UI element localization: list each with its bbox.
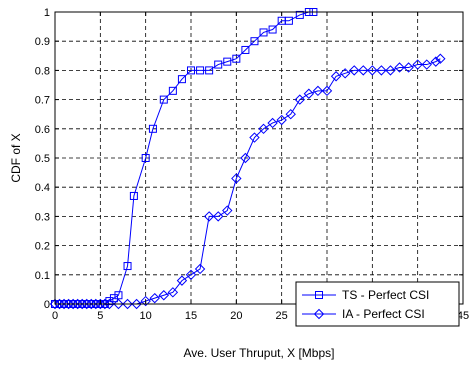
data-point — [86, 298, 97, 310]
legend-marker — [315, 291, 323, 299]
data-point — [267, 117, 278, 129]
data-point — [187, 66, 195, 75]
data-point — [284, 16, 293, 25]
data-point — [141, 154, 150, 162]
data-point — [250, 37, 259, 46]
data-point — [176, 275, 188, 286]
data-point — [149, 292, 160, 304]
data-point — [376, 65, 387, 76]
data-point — [99, 298, 111, 310]
y-tick-label: 0.4 — [35, 182, 50, 194]
data-point — [294, 94, 306, 105]
data-point — [196, 66, 205, 75]
data-point — [367, 65, 378, 76]
x-tick-label: 25 — [276, 310, 288, 322]
data-point — [159, 95, 168, 104]
data-point — [268, 25, 277, 34]
data-point — [348, 65, 360, 76]
data-point — [58, 298, 70, 310]
y-tick-label: 0.5 — [35, 153, 50, 165]
data-point — [276, 114, 287, 126]
data-point — [249, 132, 260, 143]
data-point — [285, 108, 296, 120]
y-tick-label: 0.1 — [35, 270, 50, 282]
data-point — [140, 295, 151, 307]
data-point — [95, 298, 106, 310]
legend: TS - Perfect CSI IA - Perfect CSI — [295, 281, 460, 327]
y-tick-label: 0.9 — [35, 36, 50, 48]
data-point — [421, 59, 432, 70]
data-point — [185, 269, 197, 281]
data-point — [109, 294, 118, 303]
data-point — [222, 205, 233, 216]
legend-label: TS - Perfect CSI — [342, 288, 429, 302]
data-point — [113, 298, 124, 310]
data-point — [303, 88, 315, 99]
data-point — [212, 211, 224, 222]
data-point — [63, 298, 74, 310]
data-point — [258, 123, 269, 135]
data-point — [339, 68, 351, 79]
x-tick-label: 15 — [185, 310, 197, 322]
legend-label: IA - Perfect CSI — [342, 307, 425, 321]
data-point — [104, 298, 115, 310]
data-point — [90, 298, 102, 310]
data-point — [122, 298, 133, 310]
x-tick-label: 45 — [457, 310, 469, 322]
data-point — [295, 10, 304, 19]
data-point — [412, 59, 423, 70]
data-point — [177, 75, 186, 84]
data-point — [148, 124, 157, 133]
data-point — [223, 57, 232, 66]
data-point — [81, 298, 92, 310]
y-tick-label: 0.8 — [35, 65, 50, 77]
legend-marker — [313, 308, 325, 320]
data-point — [72, 298, 83, 310]
y-tick-label: 1 — [44, 7, 50, 19]
x-tick-label: 10 — [140, 310, 152, 322]
x-tick-label: 20 — [230, 310, 242, 322]
data-point — [240, 152, 251, 164]
data-point — [435, 53, 446, 64]
data-point — [232, 54, 241, 63]
data-point — [403, 62, 414, 73]
data-point — [312, 85, 324, 97]
data-point — [205, 66, 214, 75]
y-tick-label: 0 — [44, 299, 50, 311]
data-point — [158, 290, 170, 301]
y-tick-label: 0.7 — [35, 95, 50, 107]
data-point — [321, 85, 333, 97]
data-point — [123, 262, 132, 271]
data-point — [129, 191, 138, 200]
data-point — [203, 211, 215, 222]
y-tick-label: 0.6 — [35, 124, 50, 136]
data-point — [114, 291, 123, 300]
data-point — [194, 263, 206, 275]
x-axis-label: Ave. User Thruput, X [Mbps] — [184, 346, 335, 360]
y-tick-label: 0.3 — [35, 211, 50, 223]
data-point — [54, 298, 65, 310]
data-point — [214, 60, 223, 69]
legend-box — [295, 281, 460, 327]
data-point — [385, 65, 396, 76]
data-point — [259, 28, 268, 37]
data-point — [168, 86, 177, 95]
data-point — [67, 298, 79, 310]
data-point — [430, 56, 442, 67]
data-point — [330, 71, 342, 82]
data-point — [49, 298, 61, 310]
data-point — [231, 173, 242, 184]
data-point — [167, 287, 179, 298]
x-tick-label: 5 — [97, 310, 103, 322]
data-point — [131, 298, 142, 310]
x-tick-label: 0 — [52, 310, 58, 322]
data-point — [76, 298, 88, 310]
data-point — [394, 62, 405, 73]
data-point — [241, 45, 250, 54]
y-tick-label: 0.2 — [35, 241, 50, 253]
y-axis-label: CDF of X — [9, 133, 23, 182]
data-point — [358, 65, 369, 76]
